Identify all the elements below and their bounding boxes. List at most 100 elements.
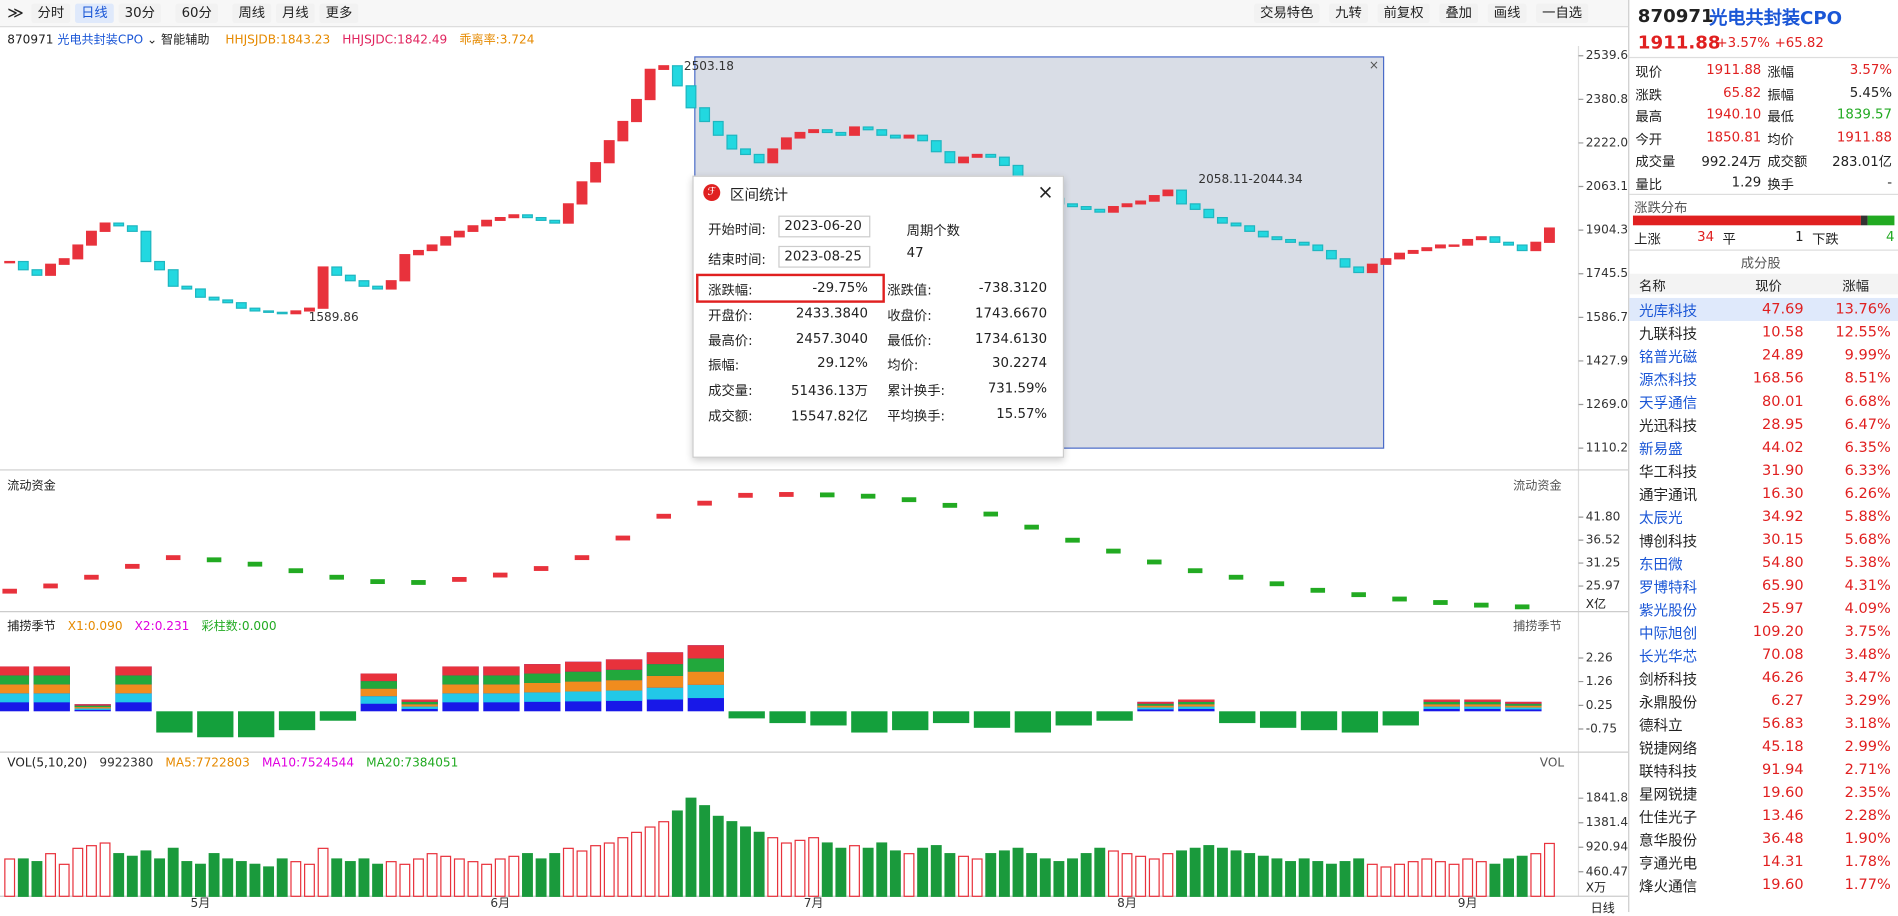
- volume-bar: [794, 839, 806, 897]
- candle: [1462, 238, 1474, 246]
- volume-bar: [85, 845, 97, 897]
- stock-name[interactable]: 联特科技: [1639, 763, 1698, 781]
- column-header[interactable]: 涨幅: [1842, 278, 1870, 295]
- candle: [1067, 203, 1078, 208]
- selected-row[interactable]: [1629, 297, 1898, 321]
- stock-name[interactable]: 博创科技: [1639, 532, 1698, 550]
- volume-bar: [195, 863, 206, 897]
- stock-price: 30.15: [1762, 530, 1804, 548]
- stock-price: 47.69: [1762, 300, 1804, 318]
- volume-bar: [1135, 855, 1147, 897]
- stock-price: 36.48: [1762, 829, 1804, 847]
- toolbar-button[interactable]: 画线: [1487, 3, 1527, 24]
- volume-bar: [631, 831, 642, 897]
- tab[interactable]: 月线: [275, 3, 315, 24]
- stock-change: 13.76%: [1835, 300, 1891, 318]
- stock-name[interactable]: 光库科技: [1639, 302, 1698, 320]
- toolbar-button[interactable]: 九转: [1329, 3, 1368, 24]
- legend-name[interactable]: 光电共封装CPO: [57, 33, 144, 48]
- tab[interactable]: 更多: [319, 3, 359, 24]
- close-icon[interactable]: ×: [1369, 58, 1379, 72]
- volume-bar: [481, 863, 493, 897]
- volume-bar: [17, 858, 29, 897]
- stock-name[interactable]: 光迅科技: [1639, 417, 1698, 435]
- tab[interactable]: 分时: [31, 3, 71, 24]
- unit-label: X万: [1585, 881, 1607, 896]
- volume-bar: [998, 850, 1010, 897]
- volume-bar: [508, 855, 520, 897]
- volume-bar: [440, 855, 452, 897]
- season-bar-layer: [605, 680, 643, 691]
- stock-change: 8.51%: [1844, 369, 1891, 387]
- x-tick-label: 9月: [1458, 896, 1478, 910]
- stock-name[interactable]: 意华股份: [1639, 832, 1698, 850]
- date-input[interactable]: 2023-06-20: [778, 215, 871, 238]
- legend-assist[interactable]: 智能辅助: [161, 33, 210, 48]
- volume-bar: [658, 821, 670, 897]
- stock-name[interactable]: 德科立: [1639, 717, 1683, 734]
- field-label: 累计换手:: [887, 382, 946, 399]
- stock-name[interactable]: 源杰科技: [1639, 371, 1698, 389]
- collapse-icon[interactable]: ≫: [7, 4, 24, 24]
- legend-item: 9922380: [99, 757, 154, 771]
- stock-name[interactable]: 通宇通讯: [1639, 486, 1698, 504]
- tab[interactable]: 周线: [232, 3, 272, 24]
- candle: [821, 129, 833, 134]
- season-bar-layer: [646, 675, 684, 688]
- toolbar-button[interactable]: 前复权: [1377, 3, 1430, 24]
- stock-name[interactable]: 紫光股份: [1639, 601, 1698, 619]
- tab[interactable]: 60分: [175, 3, 218, 24]
- season-bar-layer: [401, 699, 438, 702]
- stock-name[interactable]: 罗博特科: [1639, 578, 1698, 596]
- stock-name[interactable]: 永鼎股份: [1639, 694, 1698, 711]
- candle: [1285, 238, 1296, 243]
- date-input[interactable]: 2023-08-25: [778, 245, 871, 268]
- stock-name[interactable]: 烽火通信: [1639, 878, 1698, 896]
- stock-name[interactable]: 亨通光电: [1639, 855, 1698, 873]
- y-tick-label: 36.52: [1586, 533, 1621, 547]
- toolbar-button[interactable]: 一自选: [1536, 3, 1589, 24]
- tab[interactable]: 日线: [75, 3, 114, 24]
- candle: [549, 219, 561, 224]
- panel-title: VOL: [1539, 757, 1565, 771]
- tab[interactable]: 30分: [118, 3, 161, 24]
- x-tick-label: 5月: [191, 896, 211, 910]
- season-bar-layer: [442, 666, 479, 676]
- column-header[interactable]: 名称: [1639, 278, 1666, 295]
- stock-name[interactable]: 华工科技: [1639, 463, 1698, 481]
- stock-name[interactable]: 东田微: [1639, 555, 1683, 573]
- stock-name[interactable]: 铭普光磁: [1639, 348, 1698, 366]
- toolbar-button[interactable]: 交易特色: [1254, 3, 1320, 24]
- column-header[interactable]: 现价: [1755, 278, 1782, 295]
- volume-bar: [4, 858, 16, 897]
- season-bar-layer: [565, 671, 602, 682]
- field-label: 最低价:: [887, 332, 932, 349]
- stock-name[interactable]: 太辰光: [1639, 509, 1683, 527]
- stock-name[interactable]: 长光华芯: [1639, 647, 1698, 665]
- flow-dot: [1024, 524, 1039, 530]
- stock-name[interactable]: 仕佳光子: [1639, 809, 1698, 827]
- candle: [1489, 236, 1501, 243]
- panel-title: 流动资金: [1513, 479, 1562, 493]
- quote-value: 1.29: [1731, 173, 1762, 190]
- field-label: 平均换手:: [887, 408, 946, 424]
- stock-change: 3.18%: [1844, 714, 1891, 732]
- count: 1: [1795, 228, 1804, 245]
- stock-name[interactable]: 中际旭创: [1639, 624, 1698, 642]
- stock-name[interactable]: 锐捷网络: [1639, 740, 1698, 757]
- season-bar-layer: [401, 701, 438, 705]
- close-button[interactable]: ×: [1037, 180, 1054, 204]
- toolbar-button[interactable]: 叠加: [1439, 3, 1479, 24]
- field-label: 成交量:: [708, 382, 753, 399]
- stock-name[interactable]: 天孚通信: [1639, 394, 1698, 412]
- field-value: 15547.82亿: [791, 408, 868, 424]
- candle: [1434, 244, 1446, 249]
- stock-name[interactable]: 新易盛: [1639, 440, 1683, 458]
- stock-name[interactable]: 九联科技: [1639, 325, 1698, 343]
- stock-name[interactable]: 剑桥科技: [1639, 671, 1698, 688]
- candle: [113, 222, 125, 227]
- stock-change: 3.47%: [1844, 668, 1891, 686]
- candle: [222, 299, 234, 304]
- season-bar-layer: [360, 681, 397, 689]
- stock-name[interactable]: 星网锐捷: [1639, 786, 1698, 804]
